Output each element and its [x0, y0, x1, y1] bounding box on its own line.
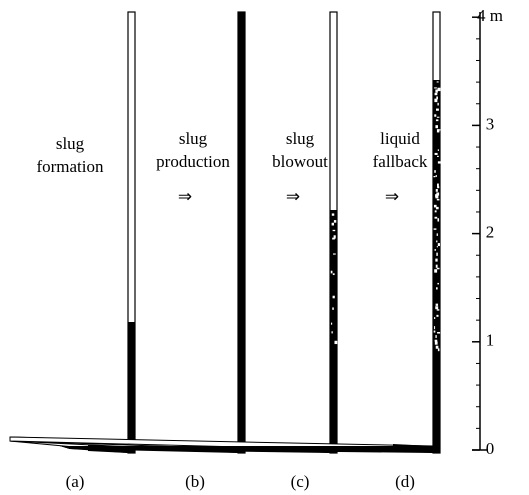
gas-bubble [435, 258, 438, 262]
arrow: ⇒ [385, 187, 399, 206]
gas-bubble [333, 253, 336, 255]
caption: (c) [291, 472, 310, 491]
gas-bubble [437, 282, 439, 285]
scale-label: 0 [486, 439, 495, 458]
gas-bubble [437, 102, 439, 106]
gas-bubble [434, 210, 437, 213]
gas-bubble [437, 161, 441, 164]
gas-bubble [436, 129, 440, 133]
gas-bubble [434, 317, 436, 320]
gas-bubble [333, 235, 336, 239]
gas-bubble [436, 287, 438, 290]
gas-bubble [435, 188, 438, 192]
gas-bubble [434, 326, 436, 330]
caption: (b) [185, 472, 205, 491]
gas-bubble [433, 228, 437, 230]
gas-bubble [435, 194, 439, 199]
gas-bubble [436, 309, 440, 311]
liquid [238, 12, 245, 453]
panel-label: liquid [380, 129, 420, 148]
panel-label: slug [286, 129, 315, 148]
gas-bubble [434, 152, 438, 155]
panel-label: formation [36, 157, 104, 176]
gas-bubble [330, 322, 333, 325]
panel-label: production [156, 152, 230, 171]
gas-bubble [434, 249, 437, 251]
gas-bubble [437, 149, 440, 151]
gas-bubble [435, 174, 437, 178]
liquid-leg [60, 446, 440, 453]
gas-bubble [437, 243, 440, 247]
panel-label: blowout [272, 152, 328, 171]
gas-bubble [332, 307, 334, 310]
gas-bubble [435, 125, 438, 129]
gas-bubble [436, 240, 438, 243]
gas-bubble [332, 229, 336, 232]
gas-bubble [436, 183, 439, 187]
gas-bubble [436, 233, 438, 236]
scale-label: 3 [486, 114, 495, 133]
gas-bubble [435, 89, 438, 93]
liquid-leg [393, 444, 433, 453]
gas-bubble [435, 194, 437, 198]
gas-bubble [436, 116, 440, 118]
panel-label: slug [179, 129, 208, 148]
gas-bubble [435, 335, 437, 338]
gas-bubble [437, 87, 441, 92]
arrow: ⇒ [286, 187, 300, 206]
caption: (d) [395, 472, 415, 491]
gas-bubble [433, 330, 436, 333]
liquid [330, 210, 337, 453]
gas-bubble [436, 96, 438, 100]
gas-bubble [433, 176, 436, 178]
gas-bubble [434, 92, 438, 96]
gas-bubble [437, 332, 441, 334]
gas-bubble [331, 213, 335, 216]
gas-bubble [435, 345, 439, 349]
gas-bubble [436, 192, 440, 196]
caption: (a) [66, 472, 85, 491]
gas-bubble [436, 267, 440, 270]
gas-bubble [434, 341, 438, 345]
scale-label: 4 m [477, 6, 503, 25]
scale-label: 1 [486, 331, 495, 350]
gas-bubble [332, 273, 335, 276]
gas-bubble [331, 222, 335, 226]
gas-bubble [434, 98, 438, 103]
gas-bubble [436, 198, 440, 201]
scale-label: 2 [486, 223, 495, 242]
gas-bubble [332, 295, 335, 299]
gas-bubble [434, 269, 438, 273]
panel-label: slug [56, 134, 85, 153]
gas-bubble [436, 246, 439, 248]
gas-bubble [333, 220, 337, 223]
gas-bubble [434, 87, 437, 89]
gas-bubble [434, 170, 436, 173]
gas-bubble [436, 314, 439, 317]
panel-label: fallback [373, 152, 428, 171]
gas-bubble [437, 218, 440, 222]
gas-bubble [434, 339, 438, 342]
arrow: ⇒ [178, 187, 192, 206]
liquid [128, 322, 135, 453]
gas-bubble [330, 270, 333, 274]
gas-bubble [437, 348, 440, 352]
gas-bubble [332, 237, 335, 240]
gas-bubble [434, 216, 438, 219]
gas-bubble [331, 331, 333, 334]
gas-bubble [436, 252, 438, 256]
gas-bubble [437, 186, 440, 189]
gas-bubble [436, 108, 439, 111]
gas-bubble [433, 204, 437, 208]
gas-bubble [434, 114, 437, 117]
gas-bubble [435, 119, 439, 122]
gas-bubble [435, 303, 439, 306]
gas-bubble [334, 340, 338, 345]
gas-bubble [436, 155, 439, 157]
gas-bubble [435, 206, 439, 210]
gas-bubble [435, 306, 439, 310]
gas-bubble [435, 264, 438, 268]
gas-bubble [436, 81, 439, 83]
